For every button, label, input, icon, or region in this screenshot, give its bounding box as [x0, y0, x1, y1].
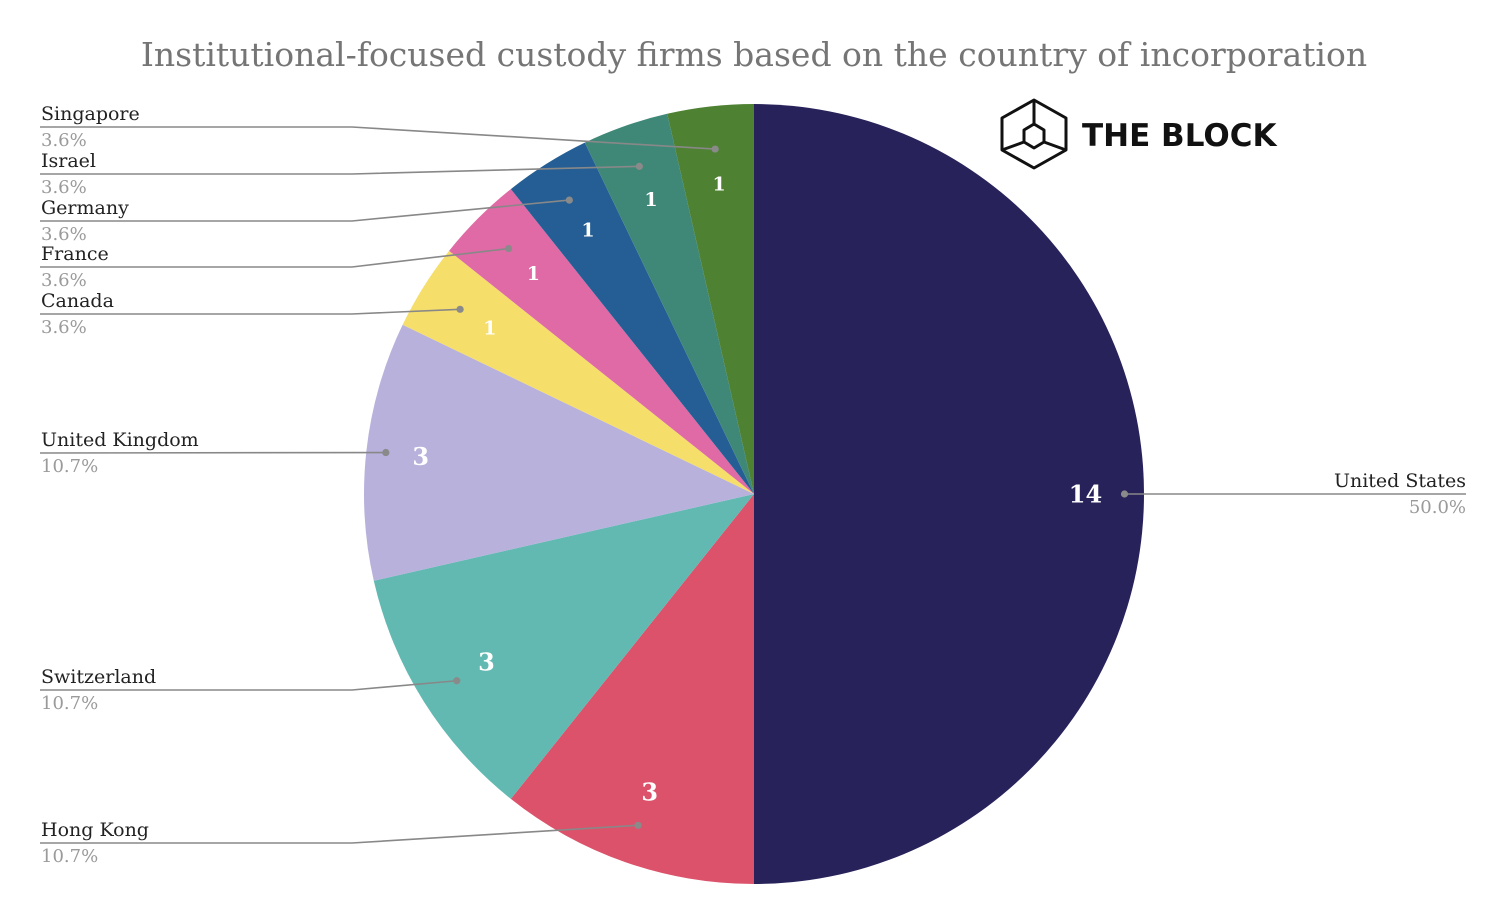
leader-line-singapore: [40, 126, 716, 150]
slice-percent-canada: 3.6%: [41, 317, 87, 338]
pie-slice-united-kingdom: [364, 324, 754, 581]
pie-slice-switzerland: [373, 494, 754, 799]
leader-dot-canada: [456, 305, 464, 313]
brand-name: THE BLOCK: [1082, 118, 1277, 154]
slice-label-france: France: [41, 243, 109, 265]
pie-slice-singapore: [667, 104, 754, 494]
slice-value-israel: 1: [644, 189, 657, 211]
pie-slice-hong-kong: [510, 494, 754, 884]
slice-percent-switzerland: 10.7%: [41, 693, 98, 714]
slice-label-singapore: Singapore: [41, 103, 140, 125]
slice-percent-israel: 3.6%: [41, 177, 87, 198]
slice-label-switzerland: Switzerland: [41, 666, 156, 688]
leader-line-germany: [40, 199, 570, 222]
pie-slice-israel: [584, 113, 754, 495]
slice-value-united-kingdom: 3: [412, 442, 429, 471]
pie-slice-united-states: [754, 104, 1144, 884]
slice-value-switzerland: 3: [478, 647, 495, 676]
slice-value-germany: 1: [581, 219, 594, 241]
slice-percent-hong-kong: 10.7%: [41, 846, 98, 867]
slice-percent-germany: 3.6%: [41, 224, 87, 245]
slice-label-hong-kong: Hong Kong: [41, 819, 149, 841]
leader-dot-singapore: [711, 145, 719, 153]
leader-line-france: [40, 247, 509, 268]
slice-percent-france: 3.6%: [41, 270, 87, 291]
brand-logo: THE BLOCK: [1000, 98, 1277, 170]
slice-percent-united-states: 50.0%: [1409, 497, 1466, 518]
pie-slice-germany: [510, 142, 754, 495]
pie-slices: [364, 104, 1144, 884]
slice-label-united-kingdom: United Kingdom: [41, 429, 199, 451]
leader-line-israel: [40, 165, 640, 175]
slice-percent-united-kingdom: 10.7%: [41, 456, 98, 477]
slice-label-israel: Israel: [41, 150, 96, 172]
slice-label-germany: Germany: [41, 197, 129, 219]
leader-dot-switzerland: [453, 677, 461, 685]
slice-label-united-states: United States: [1334, 470, 1466, 492]
cube-logo-icon: [1000, 98, 1068, 170]
slice-value-united-states: 14: [1069, 479, 1102, 508]
leader-lines: [39, 126, 1466, 844]
slice-value-labels: 14 3 3 3 1 1 1 1 1: [412, 174, 1102, 807]
leader-dot-israel: [635, 162, 643, 170]
leader-line-hong-kong: [40, 824, 639, 844]
slice-value-hong-kong: 3: [641, 778, 658, 807]
leader-line-switzerland: [40, 679, 457, 691]
slice-value-canada: 1: [483, 318, 496, 340]
leader-dot-france: [504, 244, 513, 253]
leader-dot-hong-kong: [634, 821, 642, 829]
leader-dot-united-kingdom: [382, 448, 390, 457]
slice-percent-singapore: 3.6%: [41, 130, 87, 151]
leader-dot-united-states: [1120, 490, 1129, 498]
slice-value-france: 1: [527, 263, 540, 285]
chart-title: Institutional-focused custody firms base…: [141, 35, 1367, 74]
leader-dot-germany: [565, 196, 573, 204]
pie-slice-france: [449, 189, 754, 494]
slice-labels: United States 50.0% Hong Kong 10.7% Switzerl…: [41, 103, 1466, 867]
slice-value-singapore: 1: [712, 174, 725, 196]
slice-label-canada: Canada: [41, 290, 114, 312]
pie-slice-canada: [402, 250, 754, 494]
leader-line-canada: [40, 308, 461, 315]
